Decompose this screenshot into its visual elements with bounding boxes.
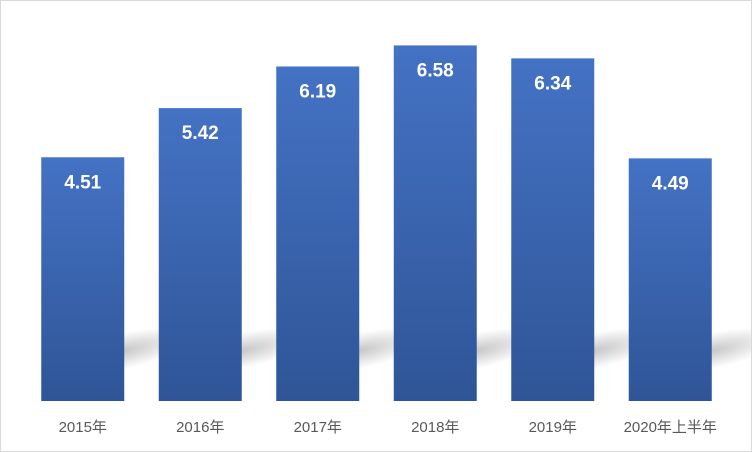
data-label: 4.51 [64,172,101,193]
x-tick-label: 2019年 [529,419,577,436]
x-tick-label: 2016年 [176,419,224,436]
x-tick-label: 2017年 [294,419,342,436]
data-label: 4.49 [652,173,689,194]
bar-0 [41,157,125,401]
bar-1 [158,108,242,401]
bar-2 [276,66,360,401]
bar-3 [393,45,477,401]
x-tick-label: 2015年 [59,419,107,436]
bar-4 [511,58,595,401]
bar-5 [628,158,712,401]
data-labels: 4.51 5.42 6.19 6.58 6.34 4.49 [64,60,688,194]
data-label: 6.58 [417,60,454,81]
x-tick-label: 2018年 [411,419,459,436]
data-label: 6.19 [299,81,336,102]
data-label: 5.42 [182,123,219,144]
x-axis: 2015年 2016年 2017年 2018年 2019年 2020年上半年 [59,419,717,436]
data-label: 6.34 [534,73,571,94]
bars [41,45,712,401]
x-tick-label: 2020年上半年 [624,419,717,436]
